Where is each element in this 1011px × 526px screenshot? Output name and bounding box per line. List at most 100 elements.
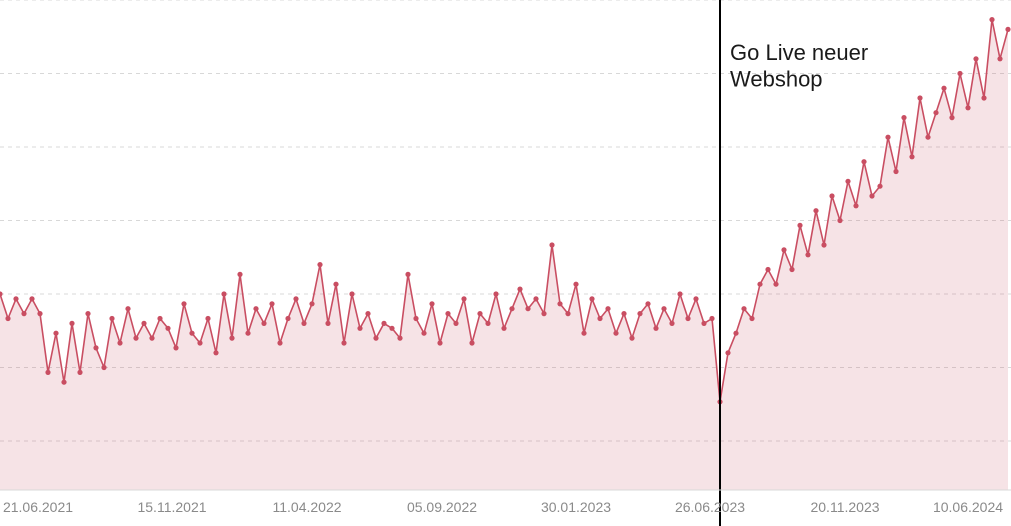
x-tick-label: 05.09.2022 [407, 499, 477, 515]
series-marker [837, 218, 842, 223]
x-tick-label: 30.01.2023 [541, 499, 611, 515]
series-marker [773, 282, 778, 287]
series-marker [109, 316, 114, 321]
visibility-chart: Go Live neuerWebshop21.06.202115.11.2021… [0, 0, 1011, 526]
series-marker [853, 203, 858, 208]
series-marker [133, 336, 138, 341]
series-marker [93, 345, 98, 350]
series-marker [557, 301, 562, 306]
series-marker [677, 291, 682, 296]
series-marker [493, 291, 498, 296]
series-marker [517, 287, 522, 292]
series-marker [965, 105, 970, 110]
series-marker [549, 242, 554, 247]
series-marker [85, 311, 90, 316]
series-marker [349, 291, 354, 296]
series-marker [669, 321, 674, 326]
series-marker [325, 321, 330, 326]
series-marker [925, 135, 930, 140]
series-marker [893, 169, 898, 174]
series-marker [69, 321, 74, 326]
series-marker [445, 311, 450, 316]
series-marker [597, 316, 602, 321]
series-marker [581, 331, 586, 336]
series-marker [781, 247, 786, 252]
series-marker [805, 252, 810, 257]
series-marker [173, 345, 178, 350]
series-marker [373, 336, 378, 341]
series-marker [565, 311, 570, 316]
series-marker [861, 159, 866, 164]
series-marker [909, 154, 914, 159]
series-marker [709, 316, 714, 321]
series-marker [613, 331, 618, 336]
series-marker [405, 272, 410, 277]
x-tick-label: 15.11.2021 [137, 499, 206, 515]
series-marker [981, 95, 986, 100]
series-marker [541, 311, 546, 316]
series-marker [629, 336, 634, 341]
series-marker [453, 321, 458, 326]
series-marker [877, 184, 882, 189]
series-marker [485, 321, 490, 326]
series-marker [141, 321, 146, 326]
series-marker [749, 316, 754, 321]
series-marker [685, 316, 690, 321]
series-marker [845, 179, 850, 184]
series-marker [213, 350, 218, 355]
series-marker [29, 296, 34, 301]
series-marker [917, 95, 922, 100]
series-marker [317, 262, 322, 267]
series-marker [733, 331, 738, 336]
series-marker [157, 316, 162, 321]
series-marker [413, 316, 418, 321]
series-marker [437, 340, 442, 345]
series-marker [645, 301, 650, 306]
x-tick-label: 21.06.2021 [3, 499, 73, 515]
series-marker [989, 17, 994, 22]
series-marker [397, 336, 402, 341]
series-marker [221, 291, 226, 296]
series-marker [261, 321, 266, 326]
series-marker [869, 193, 874, 198]
series-marker [293, 296, 298, 301]
series-marker [269, 301, 274, 306]
series-marker [77, 370, 82, 375]
series-marker [797, 223, 802, 228]
series-marker [653, 326, 658, 331]
series-marker [53, 331, 58, 336]
series-marker [661, 306, 666, 311]
series-marker [237, 272, 242, 277]
series-marker [381, 321, 386, 326]
x-tick-label: 10.06.2024 [933, 499, 1003, 515]
series-marker [189, 331, 194, 336]
series-marker [477, 311, 482, 316]
series-marker [277, 340, 282, 345]
series-marker [197, 340, 202, 345]
series-marker [725, 350, 730, 355]
series-marker [693, 296, 698, 301]
series-marker [461, 296, 466, 301]
series-marker [421, 331, 426, 336]
series-marker [357, 326, 362, 331]
series-marker [813, 208, 818, 213]
series-marker [605, 306, 610, 311]
series-marker [5, 316, 10, 321]
series-marker [637, 311, 642, 316]
series-marker [525, 306, 530, 311]
series-marker [37, 311, 42, 316]
series-marker [757, 282, 762, 287]
series-marker [829, 193, 834, 198]
series-marker [165, 326, 170, 331]
series-marker [1005, 27, 1010, 32]
series-marker [429, 301, 434, 306]
series-marker [149, 336, 154, 341]
series-marker [997, 56, 1002, 61]
series-marker [533, 296, 538, 301]
series-marker [949, 115, 954, 120]
series-marker [125, 306, 130, 311]
series-marker [821, 242, 826, 247]
series-marker [701, 321, 706, 326]
series-marker [573, 282, 578, 287]
series-marker [957, 71, 962, 76]
